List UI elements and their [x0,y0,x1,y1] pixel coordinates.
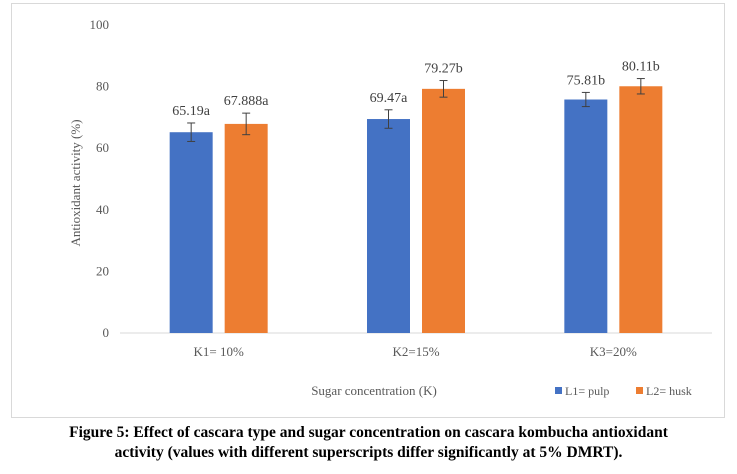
y-tick-label: 80 [96,79,109,94]
bar [564,99,608,333]
data-label: 65.19a [172,104,211,119]
x-tick-label: K2=15% [392,344,439,359]
figure-caption: Figure 5: Effect of cascara type and sug… [0,423,737,463]
legend: L1= pulp L2= husk [555,384,692,398]
bar [422,88,465,334]
y-tick-label: 100 [90,17,110,32]
bar [224,123,268,333]
data-label: 69.47a [370,91,409,106]
bar [169,132,213,333]
x-tick-label: K3=20% [590,344,637,359]
y-tick-label: 0 [103,325,110,340]
data-label: 79.27b [424,62,463,77]
data-label: 67.888a [224,94,270,109]
bar [367,119,410,333]
y-axis-tick-labels: 0 20 40 60 80 100 [90,17,110,340]
data-labels-group: 65.19a 67.888a 69.47a 79.27b 75.81b 80.11b [172,60,660,119]
x-tick-label: K1= 10% [194,344,244,359]
caption-line-2: activity (values with different superscr… [114,444,623,461]
bars-group [169,86,663,334]
y-tick-label: 40 [96,202,109,217]
y-tick-label: 60 [96,140,109,155]
y-tick-label: 20 [96,263,109,278]
bar-chart: 0 20 40 60 80 100 65.19a 67.888a 69.47a 79.27b 75… [68,17,712,398]
chart-frame: 0 20 40 60 80 100 65.19a 67.888a 69.47a 79.27b 75… [11,3,725,418]
caption-line-1: Figure 5: Effect of cascara type and sug… [69,424,668,441]
data-label: 80.11b [622,60,660,75]
legend-swatch [636,387,643,394]
legend-label: L2= husk [646,384,692,398]
x-axis-tick-labels: K1= 10% K2=15% K3=20% [194,344,638,359]
x-axis-title: Sugar concentration (K) [311,383,437,398]
legend-swatch [555,387,562,394]
legend-label: L1= pulp [565,384,609,398]
error-bars-group [187,78,645,142]
y-axis-title: Antioxidant activity (%) [68,119,83,246]
bar [619,86,663,333]
data-label: 75.81b [567,73,606,88]
